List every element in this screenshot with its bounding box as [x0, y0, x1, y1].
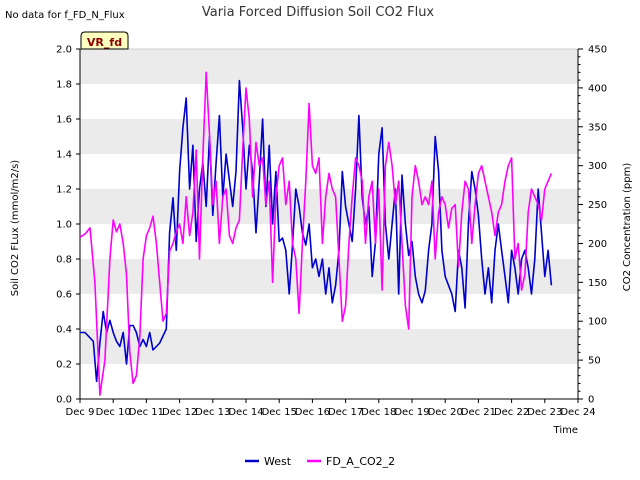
x-tick-label: Dec 22 [494, 407, 529, 418]
y2-tick-label: 400 [588, 83, 607, 94]
x-tick-label: Dec 16 [295, 407, 330, 418]
y2-tick-label: 250 [588, 200, 607, 211]
y2-tick-label: 100 [588, 317, 607, 328]
grid-band [80, 49, 578, 84]
no-data-note: No data for f_FD_N_Flux [5, 10, 125, 21]
x-tick-label: Dec 20 [428, 407, 463, 418]
y-tick-label: 0.0 [56, 395, 72, 406]
legend-label-west: West [264, 455, 292, 468]
y2-tick-label: 50 [588, 356, 601, 367]
site-badge: VR_fd [80, 31, 129, 50]
series-layer [79, 71, 553, 396]
grid-band [80, 329, 578, 364]
y-tick-label: 0.8 [56, 255, 72, 266]
x-tick-label: Dec 14 [228, 407, 263, 418]
x-tick-label: Dec 15 [262, 407, 297, 418]
y-tick-label: 1.8 [56, 80, 72, 91]
series-line-west [80, 79, 553, 383]
badge-shape [80, 31, 129, 50]
y-tick-label: 0.2 [56, 360, 72, 371]
y-tick-label: 2.0 [56, 45, 72, 56]
legend-label-fd-a-co2-2: FD_A_CO2_2 [326, 455, 395, 468]
y2-tick-label: 450 [588, 45, 607, 56]
legend: West FD_A_CO2_2 [245, 455, 395, 468]
x-tick-label: Dec 12 [162, 407, 197, 418]
y2-tick-label: 200 [588, 239, 607, 250]
y-tick-label: 1.2 [56, 185, 72, 196]
y-tick-label: 0.4 [56, 325, 72, 336]
y2-tick-label: 300 [588, 161, 607, 172]
x-tick-label: Dec 23 [527, 407, 562, 418]
x-axis-title: Time [553, 425, 578, 436]
grid-band [80, 119, 578, 154]
y2-tick-label: 350 [588, 122, 607, 133]
y-tick-label: 1.0 [56, 220, 72, 231]
x-tick-label: Dec 11 [129, 407, 164, 418]
chart-title: Varia Forced Diffusion Soil CO2 Flux [202, 5, 435, 20]
series-line-fd-a-co2-2 [79, 71, 553, 396]
x-tick-label: Dec 19 [394, 407, 429, 418]
y2-tick-label: 0 [588, 395, 594, 406]
y-tick-label: 1.4 [56, 150, 72, 161]
x-tick-label: Dec 10 [96, 407, 131, 418]
plot-background-bands [80, 49, 578, 364]
x-tick-label: Dec 17 [328, 407, 363, 418]
y2-tick-label: 150 [588, 278, 607, 289]
grid-band [80, 189, 578, 224]
x-tick-label: Dec 18 [361, 407, 396, 418]
y-axis-right: 0 50 100 150 200 250 300 350 400 450 [577, 45, 607, 406]
y-tick-label: 0.6 [56, 290, 72, 301]
y-axis-title: Soil CO2 FLux (mmol/m2/s) [10, 160, 21, 297]
y-tick-label: 1.6 [56, 115, 72, 126]
badge-label: VR_fd [87, 36, 122, 49]
x-tick-label: Dec 21 [461, 407, 496, 418]
y-axis-left: 0.0 0.2 0.4 0.6 0.8 1.0 1.2 1.4 1.6 1.8 2.0 [56, 45, 81, 406]
x-tick-label: Dec 24 [560, 407, 595, 418]
grid-band [80, 259, 578, 294]
x-tick-label: Dec 9 [66, 407, 95, 418]
x-tick-label: Dec 13 [195, 407, 230, 418]
y2-axis-title: CO2 Concentration (ppm) [622, 163, 633, 292]
